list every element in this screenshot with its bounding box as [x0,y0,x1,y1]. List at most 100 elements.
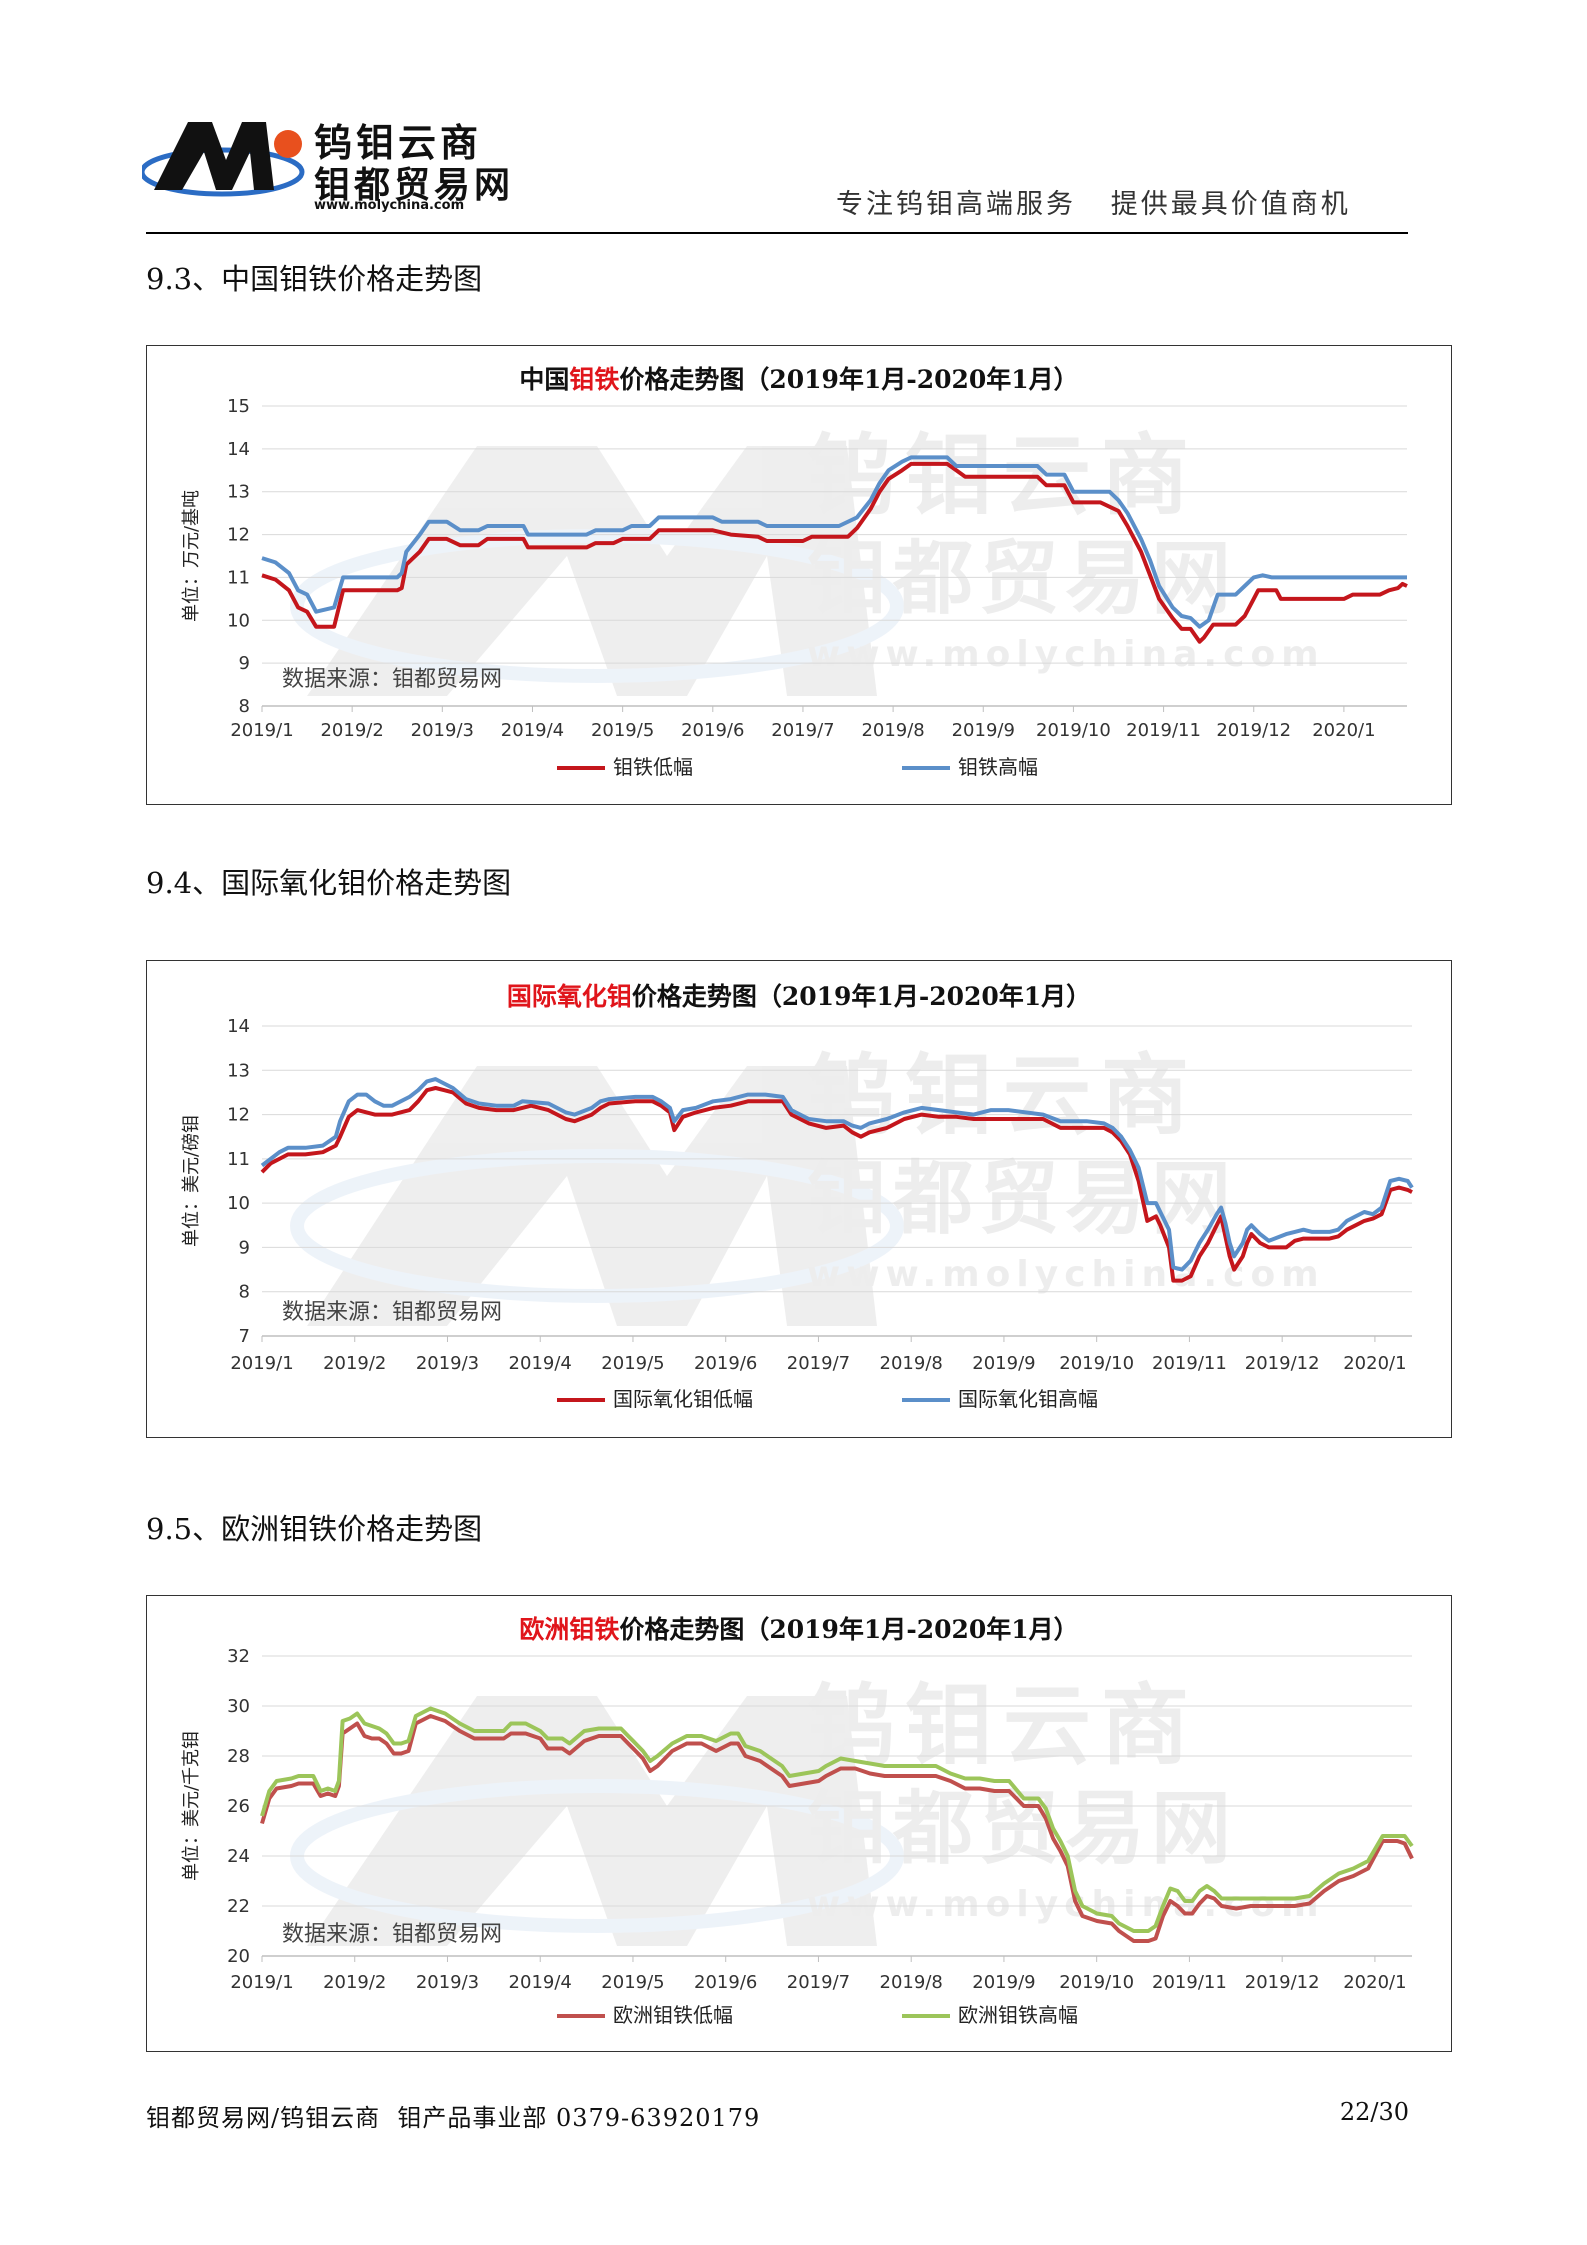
series-line-low [260,1086,1413,1283]
chart-title-highlight: 国际氧化钼 [506,982,632,1011]
y-tick-label: 11 [227,1149,250,1170]
company-logo: 钨钼云商 钼都贸易网 www.molychina.com [139,112,522,213]
x-tick-label: 2019/1 [230,720,293,741]
y-tick-label: 24 [227,1846,250,1867]
y-axis-label: 单位：美元/磅钼 [181,1115,202,1247]
x-tick-label: 2019/9 [972,1353,1035,1374]
watermark-text-1: 钨钼云商 [807,1044,1199,1147]
watermark-logo-icon [307,1696,877,1946]
x-tick-label: 2019/3 [411,720,474,741]
x-tick-label: 2019/6 [694,1972,757,1993]
legend-label: 欧洲钼铁高幅 [958,2003,1078,2027]
y-tick-label: 8 [239,1282,250,1303]
y-tick-label: 22 [227,1896,250,1917]
watermark-text-2: 钼都贸易网 [807,1782,1237,1875]
legend-label: 欧洲钼铁低幅 [613,2003,733,2027]
logo-mark-icon [139,122,305,197]
x-tick-label: 2020/1 [1343,1972,1406,1993]
x-tick-label: 2019/7 [787,1972,850,1993]
x-tick-label: 2019/9 [952,720,1015,741]
chart-plot-svg: 钨钼云商钼都贸易网www.molychina.com89101112131415… [181,396,1408,779]
x-tick-label: 2019/8 [861,720,924,741]
x-tick-label: 2019/10 [1059,1353,1134,1374]
chart-title-highlight: 欧洲钼铁 [519,1615,620,1644]
y-tick-label: 11 [227,567,250,588]
y-tick-label: 28 [227,1746,250,1767]
x-tick-label: 2019/5 [601,1353,664,1374]
source-note: 数据来源：钼都贸易网 [282,667,502,692]
y-tick-label: 10 [227,610,250,631]
legend-label: 国际氧化钼低幅 [613,1387,753,1411]
chart-europe-ferromolybdenum: 钨钼云商 钼都贸易网 www.molychina.com 20 22 24 26 28 30 32… [146,1595,1452,2052]
chart-intl-molybdenum-oxide: 钨钼云商 钼都贸易网 www.molychina.com 7 8 9 10 11 12 13 14 2… [146,960,1452,1438]
y-tick-label: 8 [239,696,250,717]
x-tick-label: 2019/4 [509,1353,572,1374]
y-tick-label: 12 [227,525,250,546]
x-tick-label: 2019/11 [1126,720,1201,741]
chart-china-ferromolybdenum: 钨钼云商 钼都贸易网 www.molychina.com 8 9 10 11 12 13 14 15… [146,345,1452,805]
series-line-high [260,1077,1414,1272]
x-tick-label: 2019/3 [416,1972,479,1993]
x-tick-label: 2020/1 [1312,720,1375,741]
x-tick-label: 2019/6 [694,1353,757,1374]
x-tick-label: 2019/11 [1152,1972,1227,1993]
x-tick-label: 2019/10 [1036,720,1111,741]
x-tick-label: 2019/2 [323,1353,386,1374]
watermark-logo-icon [307,1066,877,1326]
series-line-low [261,461,1408,644]
logo-subtitle: 钼都贸易网 [314,165,515,206]
x-tick-label: 2019/1 [230,1353,293,1374]
y-tick-label: 13 [227,482,250,503]
section-heading-9-5: 9.5、欧洲钼铁价格走势图 [146,1512,483,1546]
x-tick-label: 2019/6 [681,720,744,741]
x-tick-label: 2019/12 [1216,720,1291,741]
series-line-high [261,455,1407,629]
watermark-logo-icon [307,446,877,696]
chart-title: 中国钼铁价格走势图（2019年1月-2020年1月） [147,360,1451,396]
chart-title-prefix: 中国 [519,365,570,394]
page-number: 22/30 [1339,2098,1409,2126]
chart-title: 欧洲钼铁价格走势图（2019年1月-2020年1月） [147,1610,1451,1646]
source-note: 数据来源：钼都贸易网 [282,1300,502,1325]
x-tick-label: 2019/2 [323,1972,386,1993]
x-tick-label: 2019/12 [1245,1353,1320,1374]
watermark-text-2: 钼都贸易网 [807,1152,1237,1245]
y-tick-label: 9 [239,1237,250,1258]
x-tick-label: 2019/8 [880,1972,943,1993]
logo-url: www.molychina.com [314,198,465,213]
section-heading-9-3: 9.3、中国钼铁价格走势图 [146,262,483,296]
x-tick-label: 2019/10 [1059,1972,1134,1993]
x-tick-label: 2019/1 [230,1972,293,1993]
source-note: 数据来源：钼都贸易网 [282,1922,502,1947]
logo-title: 钨钼云商 [314,121,483,165]
y-tick-label: 30 [227,1696,250,1717]
x-tick-label: 2019/4 [509,1972,572,1993]
watermark-ring-icon [290,1149,904,1303]
x-tick-label: 2019/8 [880,1353,943,1374]
section-heading-9-4: 9.4、国际氧化钼价格走势图 [146,866,512,900]
legend-label: 钼铁高幅 [958,755,1038,779]
x-tick-label: 2019/9 [972,1972,1035,1993]
header-slogan: 专注钨钼高端服务 提供最具价值商机 [836,189,1351,220]
x-tick-label: 2019/5 [601,1972,664,1993]
legend-label: 钼铁低幅 [613,755,693,779]
y-axis-label: 单位：美元/千克钼 [181,1731,202,1881]
y-tick-label: 26 [227,1796,250,1817]
x-tick-label: 2019/4 [501,720,564,741]
chart-title-suffix: 价格走势图（2019年1月-2020年1月） [631,982,1092,1011]
y-tick-label: 7 [239,1326,250,1347]
y-tick-label: 15 [227,396,250,417]
chart-title-highlight: 钼铁 [569,365,620,394]
x-tick-label: 2019/7 [787,1353,850,1374]
watermark-url: www.molychina.com [807,634,1325,675]
y-tick-label: 20 [227,1946,250,1967]
y-tick-label: 12 [227,1105,250,1126]
watermark-url: www.molychina.com [807,1254,1325,1295]
chart-title-suffix: 价格走势图（2019年1月-2020年1月） [619,1615,1079,1644]
x-tick-label: 2019/2 [320,720,383,741]
footer-contact: 钼都贸易网/钨钼云商 钼产品事业部 0379-63920179 [146,2104,761,2132]
x-tick-label: 2019/3 [416,1353,479,1374]
